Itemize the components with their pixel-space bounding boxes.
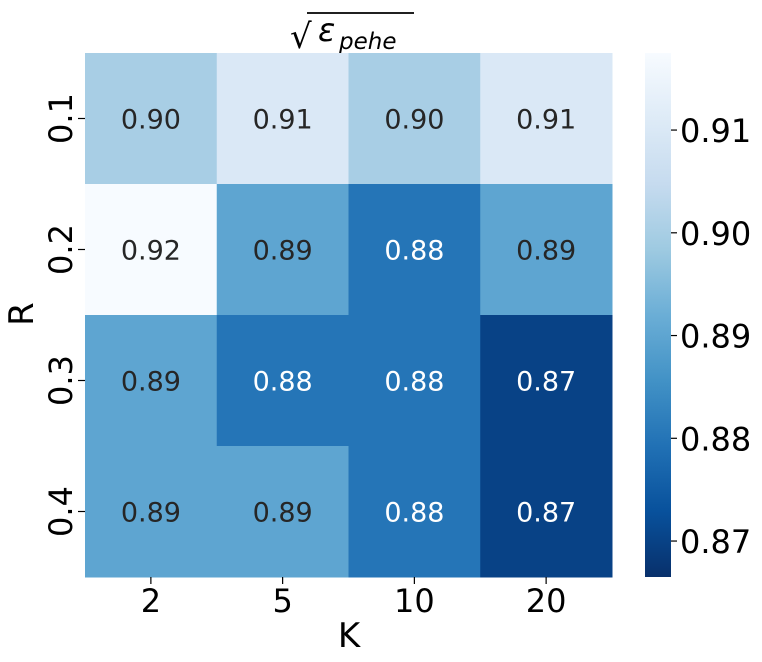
title-subscript: pehe — [338, 29, 396, 55]
heatmap-cell — [216, 53, 349, 185]
y-tick-label: 0.1 — [42, 93, 80, 144]
cell-value-label: 0.89 — [253, 498, 313, 529]
heatmap-cell — [216, 315, 349, 447]
x-tick-label: 2 — [141, 582, 161, 620]
cell-value-label: 0.87 — [516, 498, 576, 529]
cell-value-label: 0.89 — [121, 367, 181, 398]
title-symbol: ε — [318, 11, 335, 49]
heatmap-cell — [480, 53, 613, 185]
colorbar-tick-label: 0.87 — [680, 523, 751, 561]
y-tick-label: 0.2 — [42, 224, 80, 275]
colorbar-tick-label: 0.88 — [680, 420, 751, 458]
cell-value-label: 0.89 — [516, 236, 576, 267]
x-tick-label: 5 — [272, 582, 292, 620]
cell-value-label: 0.90 — [121, 105, 181, 136]
heatmap-cell — [85, 53, 218, 185]
cell-value-label: 0.89 — [121, 498, 181, 529]
heatmap-cell — [480, 315, 613, 447]
title-radical: √ — [290, 17, 312, 57]
colorbar-tick-label: 0.89 — [680, 318, 751, 356]
y-axis: 0.1 0.2 0.3 0.4 — [42, 93, 85, 537]
heatmap-cell — [480, 184, 613, 316]
cell-value-label: 0.88 — [384, 236, 444, 267]
cell-value-label: 0.88 — [253, 367, 313, 398]
cell-value-label: 0.91 — [516, 105, 576, 136]
heatmap-cell — [348, 53, 481, 185]
heatmap-cell — [480, 446, 613, 578]
colorbar — [645, 53, 671, 577]
heatmap-cell — [85, 184, 218, 316]
cell-value-label: 0.88 — [384, 367, 444, 398]
cell-value-label: 0.87 — [516, 367, 576, 398]
x-axis: 2 5 10 20 — [141, 577, 567, 620]
cell-value-label: 0.88 — [384, 498, 444, 529]
x-axis-label: K — [338, 616, 362, 656]
colorbar-axis: 0.87 0.88 0.89 0.90 0.91 — [671, 112, 751, 561]
heatmap-cell — [85, 446, 218, 578]
chart-title: √ ε pehe — [290, 11, 414, 57]
heatmap-cell — [216, 184, 349, 316]
heatmap-cell — [348, 446, 481, 578]
y-tick-label: 0.3 — [42, 355, 80, 406]
y-tick-label: 0.4 — [42, 486, 80, 537]
cell-value-label: 0.91 — [253, 105, 313, 136]
heatmap-cell — [216, 446, 349, 578]
cell-value-label: 0.90 — [384, 105, 444, 136]
y-axis-label: R — [2, 302, 42, 326]
cell-value-label: 0.92 — [121, 236, 181, 267]
heatmap-cells — [85, 53, 613, 578]
colorbar-tick-label: 0.91 — [680, 112, 751, 150]
heatmap-cell — [348, 315, 481, 447]
cell-value-label: 0.89 — [253, 236, 313, 267]
x-tick-label: 20 — [526, 582, 567, 620]
colorbar-tick-label: 0.90 — [680, 215, 751, 253]
heatmap-cell — [85, 315, 218, 447]
heatmap-cell-labels: 0.90 0.91 0.90 0.91 0.92 0.89 0.88 0.89 0.89 0.88… — [121, 105, 576, 529]
x-tick-label: 10 — [394, 582, 435, 620]
heatmap-cell — [348, 184, 481, 316]
